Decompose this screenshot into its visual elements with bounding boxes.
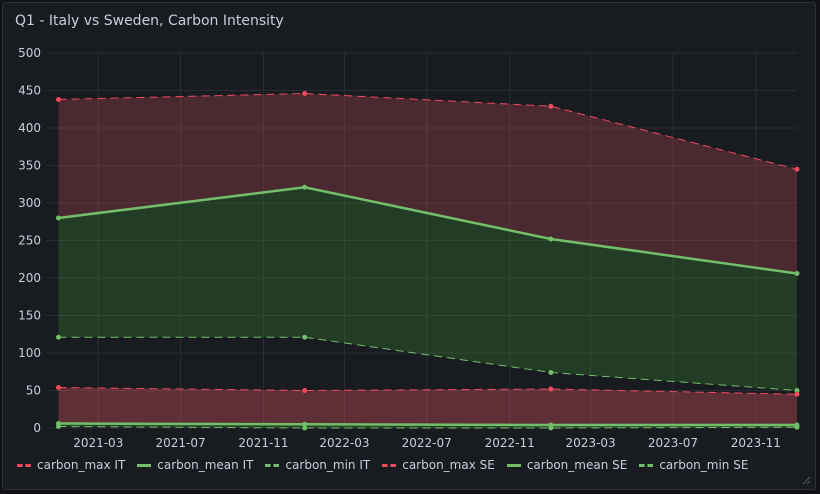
x-tick-label: 2023-11 [731,436,781,450]
legend-swatch [382,463,397,467]
x-tick-label: 2021-03 [73,436,123,450]
x-tick-label: 2021-11 [238,436,288,450]
data-point-carbon-min-se [794,424,800,430]
legend-swatch [17,463,31,467]
legend-item-carbon-min-se[interactable]: carbon_min SE [639,458,748,472]
band-se-max-mean [58,387,798,425]
data-point-carbon-mean-se [302,421,308,427]
data-point-carbon-mean-it [55,215,61,221]
data-point-carbon-max-it [548,103,554,109]
y-tick-label: 150 [18,309,41,323]
legend-swatch [265,463,280,467]
band-it-mean-min [58,187,798,391]
area-chart: 0 50 100 150 200 250 300 350 400 450 500 2021-03 202… [18,46,800,450]
data-point-carbon-mean-it [548,236,554,242]
data-point-carbon-mean-it [302,184,308,190]
legend-label: carbon_max SE [402,458,495,472]
data-point-carbon-min-se [55,424,61,429]
legend-label: carbon_min IT [285,458,371,472]
legend-item-carbon-min-it[interactable]: carbon_min IT [265,458,370,472]
data-point-carbon-max-it [302,91,308,96]
data-point-carbon-max-se [55,385,61,390]
legend-label: carbon_min SE [659,458,749,472]
y-tick-label: 450 [18,84,41,98]
x-tick-label: 2022-11 [485,436,535,450]
legend-label: carbon_max IT [37,458,126,472]
data-point-carbon-max-se [548,386,554,392]
data-point-carbon-max-it [55,97,61,102]
y-tick-label: 200 [18,271,41,285]
data-point-carbon-max-se [302,388,308,393]
x-tick-label: 2022-07 [402,436,452,450]
series-line-carbon-min-it [58,336,798,391]
data-point-carbon-min-it [55,334,61,340]
y-tick-label: 500 [18,46,41,60]
legend-item-carbon-max-it[interactable]: carbon_max IT [17,458,125,472]
legend-swatch [506,463,521,467]
x-tick-label: 2021-07 [155,436,205,450]
y-tick-label: 0 [33,421,41,435]
legend: carbon_max IT carbon_mean IT carbon_min IT… [17,458,748,472]
data-point-carbon-min-it [302,334,308,340]
y-tick-label: 300 [18,196,41,210]
legend-item-carbon-max-se[interactable]: carbon_max SE [382,458,495,472]
series-line-carbon-mean-se [58,422,797,427]
data-point-carbon-min-it [794,388,800,393]
panel-title[interactable]: Q1 - Italy vs Sweden, Carbon Intensity [15,13,284,29]
data-point-carbon-min-it [548,370,554,375]
data-point-carbon-max-it [794,166,800,172]
legend-label: carbon_mean SE [526,458,628,472]
series-line-carbon-max-se [58,387,798,395]
y-tick-label: 400 [18,121,41,135]
y-tick-label: 50 [26,384,41,398]
x-tick-label: 2023-07 [648,436,698,450]
y-tick-label: 350 [18,159,41,173]
legend-item-carbon-mean-it[interactable]: carbon_mean IT [137,458,253,472]
legend-swatch [137,463,152,467]
legend-swatch [639,463,654,467]
x-tick-label: 2023-03 [566,436,616,450]
y-tick-label: 250 [18,234,41,248]
data-point-carbon-min-se [302,425,308,431]
series-line-carbon-max-it [58,92,798,170]
data-point-carbon-max-se [794,391,800,397]
data-point-carbon-mean-it [794,271,800,276]
y-tick-label: 100 [18,346,41,360]
x-tick-label: 2022-03 [319,436,369,450]
legend-label: carbon_mean IT [157,458,254,472]
series-line-carbon-min-se [58,426,798,429]
legend-item-carbon-mean-se[interactable]: carbon_mean SE [506,458,628,472]
data-point-carbon-min-se [548,425,554,431]
band-it-max-mean [58,93,798,274]
resize-handle-icon[interactable] [801,475,811,485]
series-line-carbon-mean-it [58,185,798,275]
